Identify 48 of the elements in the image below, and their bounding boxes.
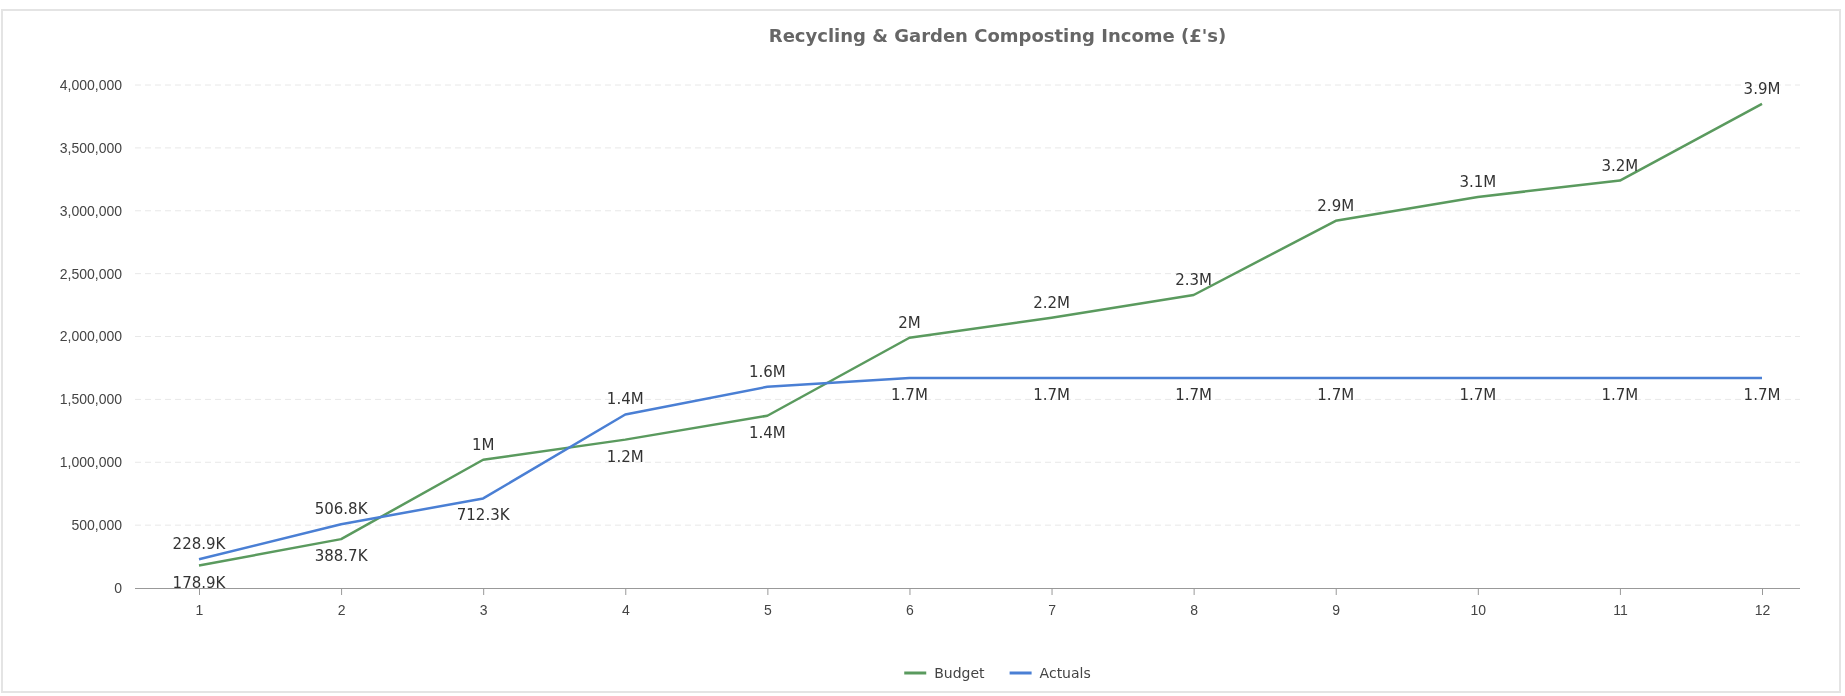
data-label: 2.3M [1175,271,1213,289]
x-tick-label: 9 [1332,601,1341,618]
data-label: 1.4M [748,423,786,442]
data-label: 178.9K [172,573,227,592]
x-tick-label: 5 [763,601,772,618]
data-label: 1.7M [1317,386,1355,404]
data-label: 1.4M [606,390,644,409]
data-label: 2.2M [1033,293,1070,312]
data-label: 1.2M [606,447,644,466]
x-tick-label: 11 [1613,601,1628,618]
data-label: 1.7M [1601,386,1639,404]
y-tick-label: 1,000,000 [59,454,123,471]
data-label: 1.7M [1175,386,1213,404]
y-tick-label: 4,000,000 [59,76,123,93]
data-label: 1.7M [1743,386,1781,404]
x-tick-label: 10 [1470,601,1487,618]
data-label: 1.7M [1033,386,1070,404]
y-tick-label: 2,500,000 [59,265,123,282]
data-label: 1M [471,435,495,454]
data-label: 3.1M [1459,172,1497,191]
x-tick-label: 2 [337,601,346,618]
x-tick-label: 3 [479,601,488,618]
y-tick-label: 0 [114,579,123,596]
legend-label: Budget [934,665,986,681]
y-tick-label: 500,000 [71,517,123,534]
data-label: 2M [898,313,921,332]
x-tick-label: 8 [1190,601,1199,618]
data-label: 2.9M [1317,196,1355,215]
y-tick-label: 1,500,000 [59,391,123,408]
data-label: 1.6M [748,362,786,381]
chart-title: Recycling & Garden Composting Income (£'s) [768,25,1227,46]
data-label: 3.2M [1601,156,1639,175]
data-label: 3.9M [1743,79,1781,98]
x-tick-label: 4 [621,601,630,618]
data-label: 228.9K [172,535,227,554]
data-label: 1.7M [891,386,928,404]
data-label: 506.8K [314,500,369,519]
x-tick-label: 1 [195,601,204,618]
x-tick-label: 12 [1754,601,1771,618]
y-tick-label: 2,000,000 [59,328,123,345]
legend-label: Actuals [1039,665,1091,681]
y-tick-label: 3,500,000 [59,139,123,156]
data-label: 1.7M [1459,386,1497,404]
y-tick-label: 3,000,000 [59,202,123,219]
x-tick-label: 6 [906,601,915,618]
data-label: 712.3K [456,506,511,525]
data-label: 388.7K [314,547,369,566]
x-tick-label: 7 [1048,601,1057,618]
